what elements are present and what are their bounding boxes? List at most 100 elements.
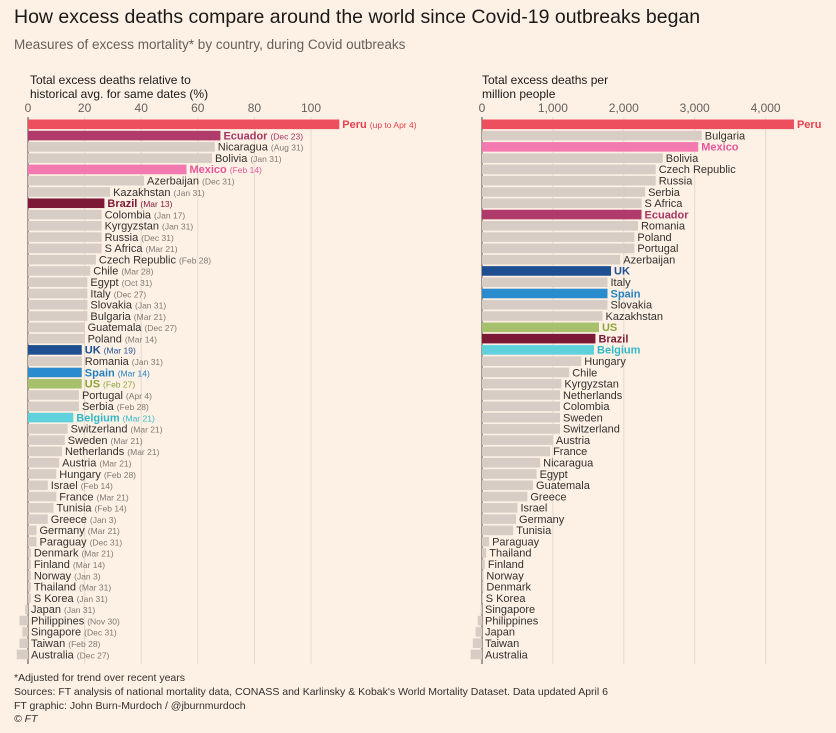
bar-label-pct-colombia: Colombia (Jan 17) bbox=[105, 209, 186, 221]
bar-name-pct-australia: Australia bbox=[31, 649, 75, 661]
bar-permil-mexico bbox=[482, 142, 699, 152]
bar-permil-serbia bbox=[482, 187, 646, 197]
chart-subtitle: Measures of excess mortality* by country… bbox=[14, 37, 406, 52]
panel-title-pct-line-1: Total excess deaths relative to bbox=[30, 73, 191, 87]
bar-name-permil-s-africa: S Africa bbox=[645, 198, 684, 210]
bar-name-pct-kazakhstan: Kazakhstan bbox=[113, 187, 170, 199]
bar-label-pct-taiwan: Taiwan (Feb 28) bbox=[31, 638, 101, 650]
bar-name-permil-belgium: Belgium bbox=[597, 345, 641, 357]
bar-label-permil-uk: UK bbox=[614, 266, 630, 278]
bar-name-pct-nicaragua: Nicaragua bbox=[218, 142, 269, 154]
bar-note-pct-sweden: (Mar 21) bbox=[111, 436, 143, 446]
bar-label-pct-egypt: Egypt (Oct 31) bbox=[90, 277, 152, 289]
bar-name-pct-peru: Peru bbox=[342, 119, 366, 131]
bar-label-pct-russia: Russia (Dec 31) bbox=[105, 232, 174, 244]
bar-name-permil-bulgaria: Bulgaria bbox=[705, 130, 746, 142]
bar-label-permil-taiwan: Taiwan bbox=[485, 638, 519, 650]
bar-note-pct-belgium: (Mar 21) bbox=[123, 413, 155, 423]
bar-name-permil-bolivia: Bolivia bbox=[666, 153, 699, 165]
bar-name-permil-taiwan: Taiwan bbox=[485, 638, 519, 650]
bar-name-permil-paraguay: Paraguay bbox=[492, 536, 540, 548]
bar-name-permil-spain: Spain bbox=[610, 288, 640, 300]
tick-label-pct-0: 0 bbox=[25, 101, 32, 115]
bar-pct-nicaragua bbox=[28, 142, 215, 152]
bar-label-permil-bolivia: Bolivia bbox=[666, 153, 699, 165]
bar-permil-greece bbox=[482, 491, 528, 502]
bar-name-pct-bulgaria: Bulgaria bbox=[90, 311, 131, 323]
bar-permil-nicaragua bbox=[482, 457, 541, 468]
bar-pct-philippines bbox=[19, 615, 28, 626]
bar-label-pct-france: France (Mar 21) bbox=[59, 491, 129, 503]
bar-name-permil-philippines: Philippines bbox=[485, 615, 539, 627]
bar-label-pct-hungary: Hungary (Feb 28) bbox=[59, 469, 136, 481]
bar-label-pct-kyrgyzstan: Kyrgyzstan (Jan 31) bbox=[105, 221, 194, 233]
bar-label-pct-belgium: Belgium (Mar 21) bbox=[76, 412, 155, 424]
bar-permil-azerbaijan bbox=[482, 254, 621, 265]
bar-permil-paraguay bbox=[482, 536, 490, 547]
bar-pct-kazakhstan bbox=[28, 187, 111, 197]
bar-name-pct-portugal: Portugal bbox=[82, 390, 123, 402]
bar-label-pct-netherlands: Netherlands (Mar 21) bbox=[65, 446, 160, 458]
bar-pct-peru bbox=[28, 119, 340, 130]
bar-label-pct-finland: Finland (Mar 14) bbox=[34, 559, 105, 571]
bar-note-pct-paraguay: (Dec 31) bbox=[90, 537, 123, 547]
bar-label-pct-spain: Spain (Mar 14) bbox=[85, 367, 150, 379]
bar-note-pct-azerbaijan: (Dec 31) bbox=[202, 177, 235, 187]
bar-name-pct-us: US bbox=[85, 379, 100, 391]
bar-permil-denmark bbox=[482, 581, 484, 592]
bar-note-pct-greece: (Jan 3) bbox=[90, 515, 117, 525]
bar-pct-singapore bbox=[22, 627, 28, 637]
bar-name-pct-brazil: Brazil bbox=[107, 198, 137, 210]
bar-name-pct-switzerland: Switzerland bbox=[71, 424, 128, 436]
bar-label-permil-austria: Austria bbox=[556, 435, 591, 447]
bar-name-pct-france: France bbox=[59, 491, 93, 503]
bar-pct-japan bbox=[25, 604, 28, 615]
bar-name-permil-switzerland: Switzerland bbox=[563, 424, 620, 436]
bar-permil-hungary bbox=[482, 356, 582, 366]
bar-permil-peru bbox=[482, 119, 794, 130]
bar-name-pct-chile: Chile bbox=[93, 266, 118, 278]
bar-name-permil-italy: Italy bbox=[610, 277, 631, 289]
bar-label-permil-serbia: Serbia bbox=[648, 187, 681, 199]
bar-permil-belgium bbox=[482, 345, 595, 355]
bar-label-permil-tunisia: Tunisia bbox=[516, 525, 552, 537]
bar-permil-philippines bbox=[477, 615, 482, 626]
bar-name-permil-finland: Finland bbox=[488, 559, 524, 571]
bar-label-pct-guatemala: Guatemala (Dec 27) bbox=[88, 322, 178, 334]
bar-pct-taiwan bbox=[19, 638, 28, 648]
bar-note-pct-russia: (Dec 31) bbox=[141, 233, 174, 243]
bar-label-pct-bolivia: Bolivia (Jan 31) bbox=[215, 153, 282, 165]
bar-pct-netherlands bbox=[28, 446, 62, 457]
bar-pct-bulgaria bbox=[28, 311, 88, 321]
bar-label-pct-slovakia: Slovakia (Jan 31) bbox=[90, 300, 166, 312]
bar-permil-slovakia bbox=[482, 299, 608, 310]
bar-name-permil-kazakhstan: Kazakhstan bbox=[606, 311, 663, 323]
bar-label-permil-belgium: Belgium bbox=[597, 345, 641, 357]
bar-name-permil-netherlands: Netherlands bbox=[563, 390, 623, 402]
bar-label-permil-bulgaria: Bulgaria bbox=[705, 130, 746, 142]
bar-pct-romania bbox=[28, 356, 82, 366]
bar-name-permil-tunisia: Tunisia bbox=[516, 525, 552, 537]
bar-pct-mexico bbox=[28, 164, 187, 175]
bar-pct-germany bbox=[28, 525, 37, 536]
bar-name-pct-ecuador: Ecuador bbox=[223, 130, 268, 142]
bar-label-permil-australia: Australia bbox=[485, 649, 529, 661]
bar-name-permil-israel: Israel bbox=[520, 503, 547, 515]
bar-permil-bulgaria bbox=[482, 130, 702, 141]
bar-pct-spain bbox=[28, 367, 82, 378]
bar-permil-ecuador bbox=[482, 209, 642, 220]
bar-label-permil-portugal: Portugal bbox=[637, 243, 678, 255]
bar-note-pct-egypt: (Oct 31) bbox=[122, 278, 153, 288]
bar-name-permil-thailand: Thailand bbox=[489, 548, 531, 560]
credit-note: FT graphic: John Burn-Murdoch / @jburnmu… bbox=[14, 700, 246, 712]
bar-pct-israel bbox=[28, 480, 48, 491]
bar-name-pct-taiwan: Taiwan bbox=[31, 638, 65, 650]
bar-label-pct-norway: Norway (Jan 3) bbox=[34, 570, 101, 582]
bar-permil-chile bbox=[482, 367, 570, 378]
bar-label-permil-israel: Israel bbox=[520, 503, 547, 515]
bar-name-pct-belgium: Belgium bbox=[76, 412, 120, 424]
bar-name-permil-sweden: Sweden bbox=[563, 412, 603, 424]
bar-note-pct-denmark: (Mar 21) bbox=[81, 549, 113, 559]
bar-note-pct-thailand: (Mar 31) bbox=[79, 583, 111, 593]
bar-note-pct-switzerland: (Mar 21) bbox=[130, 425, 162, 435]
